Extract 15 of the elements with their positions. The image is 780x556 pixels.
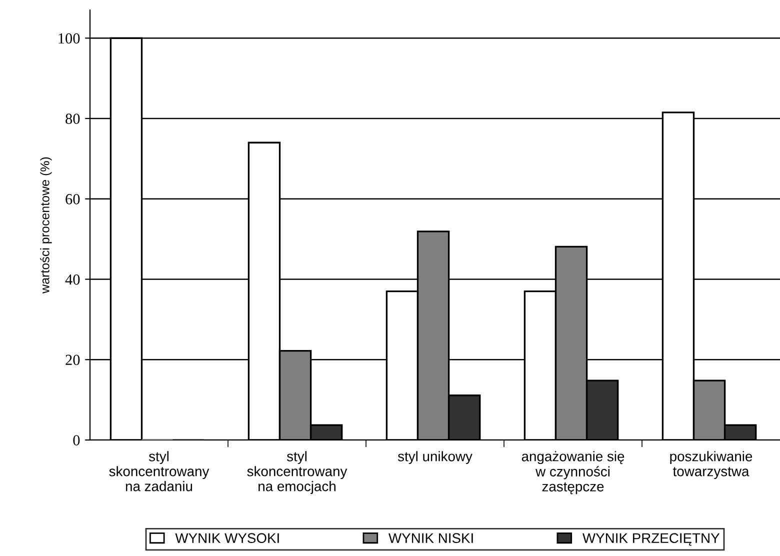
x-tick-label: angażowanie się w czynności zastępcze xyxy=(522,451,624,494)
y-tick-label: 20 xyxy=(66,354,80,366)
x-tick-label: styl unikowy xyxy=(398,451,472,464)
legend-label: WYNIK NISKI xyxy=(388,533,473,544)
y-tick-label: 60 xyxy=(66,194,80,204)
legend-label: WYNIK PRZECIĘTNY xyxy=(582,533,720,546)
x-tick-label: styl skoncentrowany na emocjach xyxy=(247,451,348,494)
x-tick-label: poszukiwanie towarzystwa xyxy=(670,451,752,480)
y-axis-title: wartości procentowe (%) xyxy=(40,157,52,294)
y-tick-label: 40 xyxy=(65,274,80,285)
y-tick-label: 100 xyxy=(58,33,80,44)
y-tick-label: 80 xyxy=(66,114,80,124)
legend-label: WYNIK WYSOKI xyxy=(175,533,279,544)
y-tick-label: 0 xyxy=(73,435,80,446)
x-tick-label: styl skoncentrowany na zadaniu xyxy=(109,451,210,492)
